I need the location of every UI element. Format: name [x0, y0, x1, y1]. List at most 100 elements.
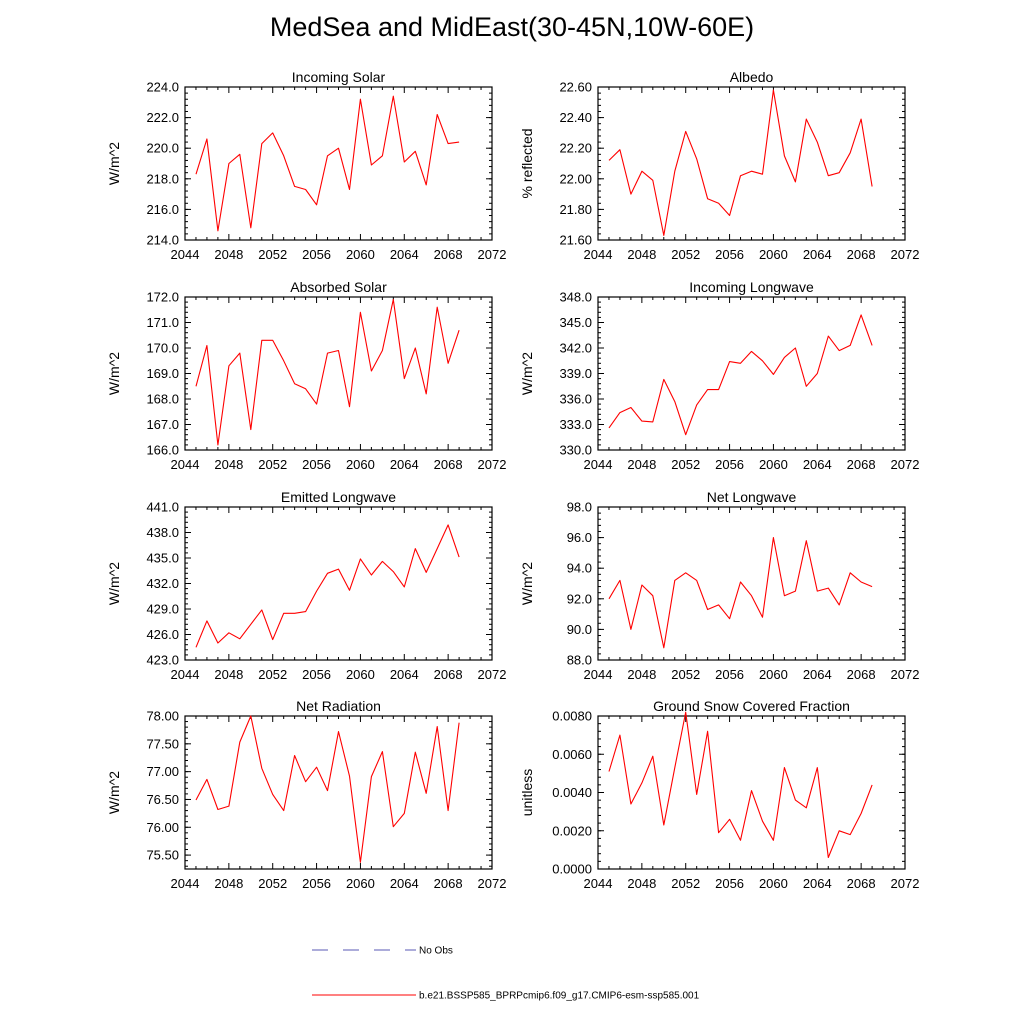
panel-5-xtick-label: 2052	[258, 667, 287, 682]
panel-4: Incoming Longwave W/m^2 2044 2048 2052 2056 20…	[519, 279, 919, 472]
panel-2-series-line	[608, 89, 873, 236]
panel-1-ytick-label: 216.0	[146, 202, 179, 217]
panel-1-ylabel: W/m^2	[106, 142, 122, 185]
panel-7-ytick-label: 75.50	[146, 848, 179, 863]
panel-4-xtick-label: 2056	[715, 457, 744, 472]
panel-7-xtick-label: 2072	[478, 876, 507, 891]
panel-8-xtick-label: 2056	[715, 876, 744, 891]
panel-7-xtick-label: 2064	[390, 876, 419, 891]
panel-1-xtick-label: 2056	[302, 247, 331, 262]
panel-6-xtick-label: 2048	[627, 667, 656, 682]
panel-7-ytick-label: 77.50	[146, 736, 179, 751]
panel-5-xtick-label: 2068	[434, 667, 463, 682]
panel-8-title: Ground Snow Covered Fraction	[653, 698, 850, 714]
panel-4-xtick-label: 2044	[584, 457, 613, 472]
panel-1-ytick-label: 224.0	[146, 80, 179, 95]
panel-4-ytick-label: 339.0	[559, 366, 592, 381]
panel-8-xtick-label: 2060	[759, 876, 788, 891]
panel-1-ytick-label: 218.0	[146, 171, 179, 186]
panel-6: Net Longwave W/m^2 2044 2048 2052 2056 2060 206…	[519, 489, 919, 682]
panel-5-title: Emitted Longwave	[281, 489, 396, 505]
panel-2-xtick-label: 2056	[715, 247, 744, 262]
panel-5-series-line	[195, 524, 460, 648]
panel-1-ytick-label: 220.0	[146, 141, 179, 156]
panel-4-ytick-label: 348.0	[559, 290, 592, 305]
panel-8: Ground Snow Covered Fraction unitless 2044…	[519, 698, 919, 891]
panel-5-ylabel: W/m^2	[106, 562, 122, 605]
panel-1-xtick-label: 2064	[390, 247, 419, 262]
panel-8-ytick-label: 0.0040	[552, 785, 592, 800]
panel-2-ylabel: % reflected	[519, 128, 535, 198]
panel-5-xtick-label: 2056	[302, 667, 331, 682]
panel-2-ytick-label: 22.00	[559, 171, 592, 186]
panel-2-xtick-label: 2052	[671, 247, 700, 262]
panel-7-ytick-label: 76.50	[146, 792, 179, 807]
panel-1: Incoming Solar W/m^2 2044 2048 2052 2056 2060 2…	[106, 69, 506, 262]
panel-5-ytick-label: 435.0	[146, 551, 179, 566]
panel-3-ytick-label: 169.0	[146, 366, 179, 381]
panel-6-ylabel: W/m^2	[519, 562, 535, 605]
panel-8-xtick-label: 2072	[891, 876, 920, 891]
panel-1-xtick-label: 2052	[258, 247, 287, 262]
panel-2: Albedo % reflected 2044 2048 2052 2056 2060 206…	[519, 69, 919, 262]
legend-label-1: No Obs	[419, 946, 453, 957]
panel-1-xtick-label: 2072	[478, 247, 507, 262]
panel-7-xtick-label: 2052	[258, 876, 287, 891]
panel-1-title: Incoming Solar	[292, 69, 386, 85]
panel-6-xtick-label: 2044	[584, 667, 613, 682]
panel-3-xtick-label: 2072	[478, 457, 507, 472]
panel-5-xtick-label: 2064	[390, 667, 419, 682]
panel-4-title: Incoming Longwave	[689, 279, 814, 295]
panel-2-xtick-label: 2064	[803, 247, 832, 262]
panel-5-ytick-label: 423.0	[146, 653, 179, 668]
panel-8-xtick-label: 2068	[847, 876, 876, 891]
panel-2-frame	[597, 86, 906, 241]
panel-3-series-line	[195, 298, 460, 446]
panel-6-xtick-label: 2060	[759, 667, 788, 682]
panel-8-xtick-label: 2048	[627, 876, 656, 891]
panel-6-ytick-label: 92.0	[567, 591, 592, 606]
panel-4-xtick-label: 2068	[847, 457, 876, 472]
panel-3-xtick-label: 2048	[214, 457, 243, 472]
panel-6-frame	[597, 506, 906, 661]
panel-1-frame	[184, 86, 493, 241]
panel-1-series-line	[195, 95, 460, 232]
panel-7: Net Radiation W/m^2 2044 2048 2052 2056 2060 20…	[106, 698, 506, 891]
panel-5-xtick-label: 2060	[346, 667, 375, 682]
panel-2-xtick-label: 2068	[847, 247, 876, 262]
panel-7-ytick-label: 77.00	[146, 764, 179, 779]
panel-8-ytick-label: 0.0000	[552, 862, 592, 877]
panel-2-ytick-label: 21.60	[559, 233, 592, 248]
panel-1-xtick-label: 2060	[346, 247, 375, 262]
panel-4-xtick-label: 2060	[759, 457, 788, 472]
panel-6-xtick-label: 2052	[671, 667, 700, 682]
panel-8-ylabel: unitless	[519, 769, 535, 816]
panel-6-xtick-label: 2056	[715, 667, 744, 682]
panel-5-ytick-label: 432.0	[146, 576, 179, 591]
panel-3-xtick-label: 2044	[171, 457, 200, 472]
panel-6-xtick-label: 2072	[891, 667, 920, 682]
panel-5-ytick-label: 441.0	[146, 500, 179, 515]
legend-label-2: b.e21.BSSP585_BPRPcmip6.f09_g17.CMIP6-es…	[419, 991, 700, 1002]
panel-4-series-line	[608, 314, 873, 436]
panel-1-ytick-label: 222.0	[146, 110, 179, 125]
panel-4-xtick-label: 2064	[803, 457, 832, 472]
panel-6-title: Net Longwave	[707, 489, 797, 505]
panel-2-ytick-label: 22.40	[559, 110, 592, 125]
panel-6-ytick-label: 90.0	[567, 622, 592, 637]
panel-3-xtick-label: 2056	[302, 457, 331, 472]
panel-2-ytick-label: 22.20	[559, 141, 592, 156]
panel-7-series-line	[195, 715, 460, 863]
panel-7-title: Net Radiation	[296, 698, 381, 714]
panel-3: Absorbed Solar W/m^2 2044 2048 2052 2056 2060 2…	[106, 279, 506, 472]
panel-6-xtick-label: 2068	[847, 667, 876, 682]
panel-2-xtick-label: 2044	[584, 247, 613, 262]
panel-2-ytick-label: 22.60	[559, 80, 592, 95]
panel-1-xtick-label: 2048	[214, 247, 243, 262]
panel-4-ytick-label: 342.0	[559, 341, 592, 356]
panel-8-ytick-label: 0.0060	[552, 747, 592, 762]
panel-7-xtick-label: 2056	[302, 876, 331, 891]
panel-4-xtick-label: 2052	[671, 457, 700, 472]
panel-6-series-line	[608, 537, 873, 649]
